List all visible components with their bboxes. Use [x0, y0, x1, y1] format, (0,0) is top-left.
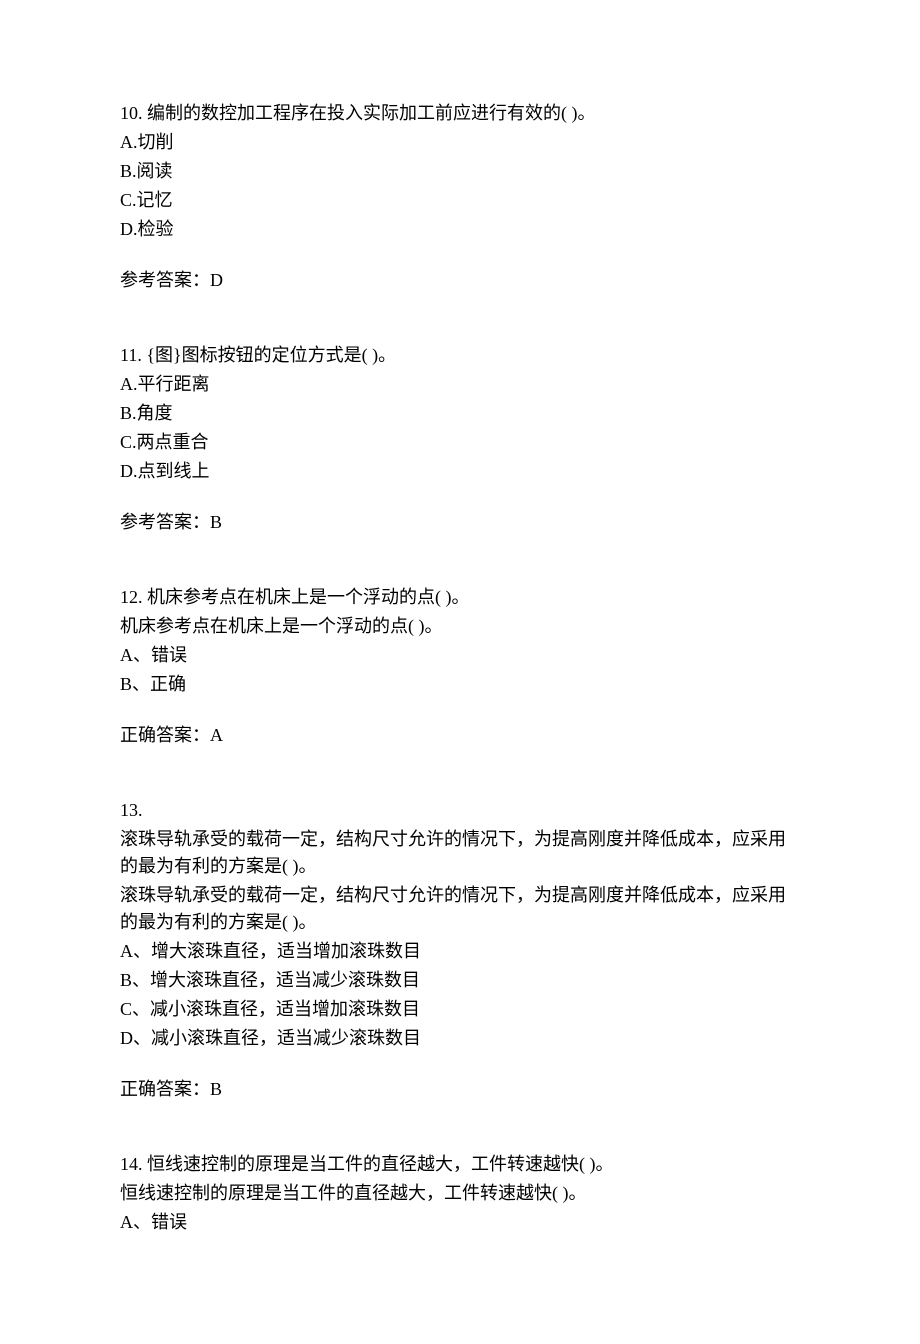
- option-b: B、正确: [120, 671, 800, 698]
- question-12: 12. 机床参考点在机床上是一个浮动的点( )。 机床参考点在机床上是一个浮动的…: [120, 584, 800, 749]
- question-text: 10. 编制的数控加工程序在投入实际加工前应进行有效的( )。: [120, 100, 800, 127]
- option-a: A、错误: [120, 642, 800, 669]
- question-10: 10. 编制的数控加工程序在投入实际加工前应进行有效的( )。 A.切削 B.阅…: [120, 100, 800, 294]
- answer-text: 正确答案：A: [120, 722, 800, 749]
- option-b: B.阅读: [120, 158, 800, 185]
- question-text-repeat: 机床参考点在机床上是一个浮动的点( )。: [120, 613, 800, 640]
- option-a: A.平行距离: [120, 371, 800, 398]
- question-14: 14. 恒线速控制的原理是当工件的直径越大，工件转速越快( )。 恒线速控制的原…: [120, 1151, 800, 1236]
- answer-text: 参考答案：D: [120, 267, 800, 294]
- question-number: 13.: [120, 797, 800, 824]
- question-text: 12. 机床参考点在机床上是一个浮动的点( )。: [120, 584, 800, 611]
- question-text: 滚珠导轨承受的载荷一定，结构尺寸允许的情况下，为提高刚度并降低成本，应采用的最为…: [120, 826, 800, 880]
- option-d: D.检验: [120, 216, 800, 243]
- question-13: 13. 滚珠导轨承受的载荷一定，结构尺寸允许的情况下，为提高刚度并降低成本，应采…: [120, 797, 800, 1103]
- question-text-repeat: 滚珠导轨承受的载荷一定，结构尺寸允许的情况下，为提高刚度并降低成本，应采用的最为…: [120, 882, 800, 936]
- option-a: A、增大滚珠直径，适当增加滚珠数目: [120, 938, 800, 965]
- question-text: 11. {图}图标按钮的定位方式是( )。: [120, 342, 800, 369]
- option-a: A、错误: [120, 1209, 800, 1236]
- option-d: D、减小滚珠直径，适当减少滚珠数目: [120, 1025, 800, 1052]
- question-text: 14. 恒线速控制的原理是当工件的直径越大，工件转速越快( )。: [120, 1151, 800, 1178]
- option-b: B、增大滚珠直径，适当减少滚珠数目: [120, 967, 800, 994]
- answer-text: 参考答案：B: [120, 509, 800, 536]
- question-text-repeat: 恒线速控制的原理是当工件的直径越大，工件转速越快( )。: [120, 1180, 800, 1207]
- option-c: C、减小滚珠直径，适当增加滚珠数目: [120, 996, 800, 1023]
- option-d: D.点到线上: [120, 458, 800, 485]
- option-c: C.两点重合: [120, 429, 800, 456]
- option-c: C.记忆: [120, 187, 800, 214]
- option-a: A.切削: [120, 129, 800, 156]
- option-b: B.角度: [120, 400, 800, 427]
- question-11: 11. {图}图标按钮的定位方式是( )。 A.平行距离 B.角度 C.两点重合…: [120, 342, 800, 536]
- answer-text: 正确答案：B: [120, 1076, 800, 1103]
